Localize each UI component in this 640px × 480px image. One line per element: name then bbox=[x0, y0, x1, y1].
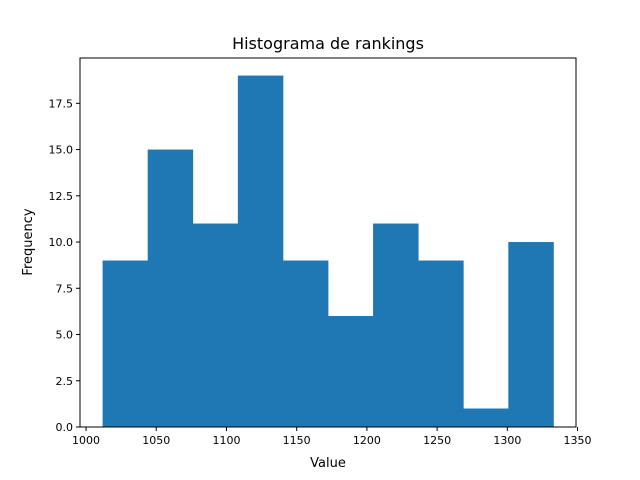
x-tick-label: 1250 bbox=[423, 434, 451, 447]
y-tick-label: 7.5 bbox=[56, 282, 74, 295]
x-tick-label: 1050 bbox=[142, 434, 170, 447]
chart-title: Histograma de rankings bbox=[232, 34, 424, 53]
histogram-bar bbox=[102, 260, 149, 427]
histogram-bar bbox=[282, 260, 329, 427]
x-axis-ticks: 1000 1050 1100 1150 1200 1250 1300 1350 bbox=[72, 427, 592, 447]
y-axis-ticks: 0.0 2.5 5.0 7.5 10.0 12.5 15.0 17.5 bbox=[49, 97, 80, 434]
histogram-bar bbox=[463, 408, 509, 427]
x-tick-label: 1200 bbox=[353, 434, 381, 447]
histogram-bar bbox=[418, 260, 464, 427]
histogram-bar bbox=[237, 75, 284, 428]
y-tick-label: 0.0 bbox=[56, 421, 74, 434]
x-tick-label: 1100 bbox=[212, 434, 240, 447]
histogram-bar bbox=[147, 149, 194, 427]
y-tick-label: 12.5 bbox=[49, 190, 74, 203]
x-tick-label: 1150 bbox=[283, 434, 311, 447]
histogram-bar bbox=[508, 242, 554, 427]
histogram-bar bbox=[373, 223, 419, 427]
y-tick-label: 10.0 bbox=[49, 236, 74, 249]
y-tick-label: 15.0 bbox=[49, 144, 74, 157]
y-tick-label: 5.0 bbox=[56, 329, 74, 342]
x-axis-label: Value bbox=[310, 456, 346, 471]
y-axis-label: Frequency bbox=[21, 208, 36, 275]
y-tick-label: 17.5 bbox=[49, 97, 74, 110]
histogram-bar bbox=[192, 223, 239, 427]
x-tick-label: 1350 bbox=[564, 434, 592, 447]
histogram-bar bbox=[328, 316, 374, 427]
x-tick-label: 1000 bbox=[72, 434, 100, 447]
bars-group bbox=[102, 75, 554, 428]
x-tick-label: 1300 bbox=[493, 434, 521, 447]
y-tick-label: 2.5 bbox=[56, 375, 74, 388]
